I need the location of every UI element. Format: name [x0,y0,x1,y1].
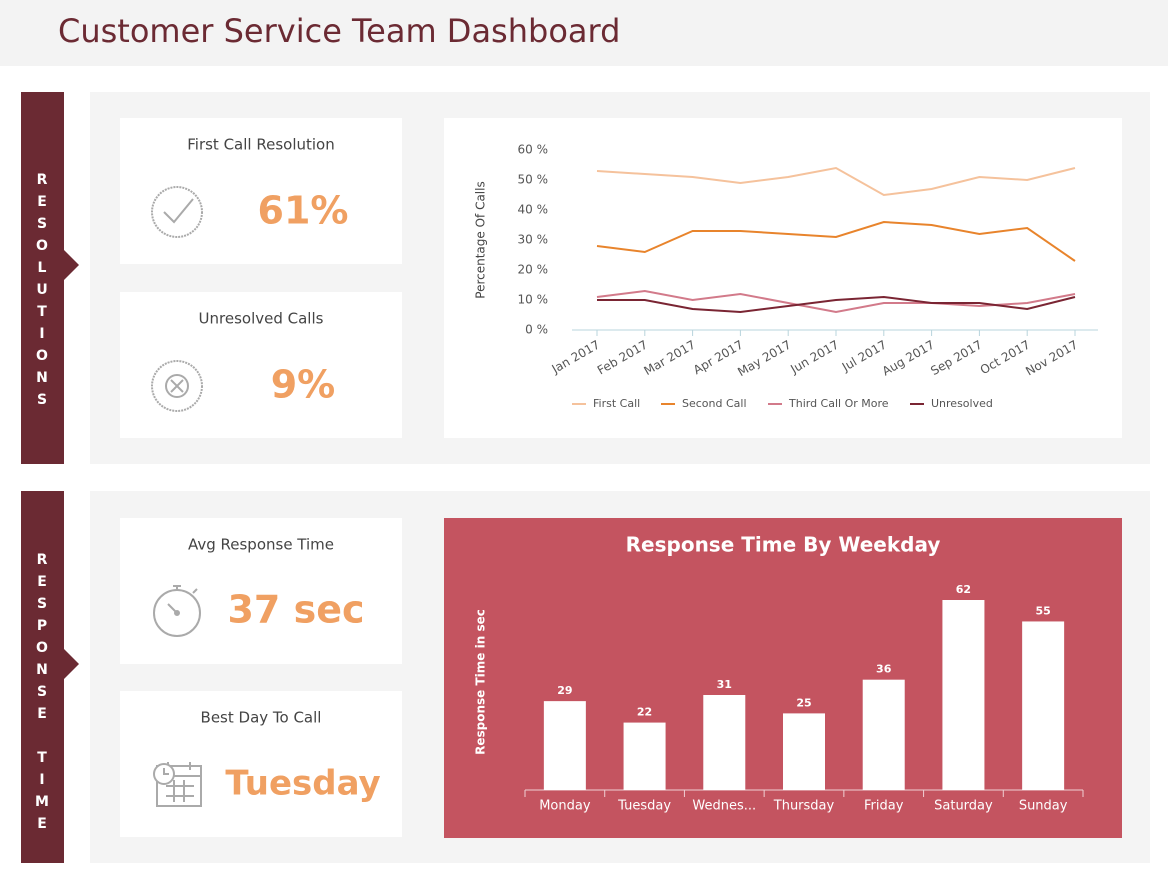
card-title: First Call Resolution [187,136,334,154]
chart-title: Response Time By Weekday [626,533,941,557]
x-tick-label: Tuesday [617,799,671,814]
dashboard-title: Customer Service Team Dashboard [58,12,620,50]
value-label: 25 [796,696,811,709]
y-tick-label: 20 % [518,263,549,277]
legend-label: Second Call [682,397,747,410]
card-title: Best Day To Call [201,709,322,727]
y-tick-label: 60 % [518,143,549,157]
legend-label: First Call [593,397,640,410]
section-tab [21,491,64,863]
kpi-value: 37 sec [227,588,364,632]
cross-icon [151,360,203,412]
header-band [0,0,1168,66]
kpi-card [120,292,402,438]
tab-arrow [64,649,79,679]
bar [1022,621,1065,790]
card-title: Avg Response Time [188,536,334,554]
y-tick-label: 30 % [518,233,549,247]
bar [942,600,985,790]
y-axis-label: Response Time in sec [474,609,488,755]
value-label: 36 [876,663,892,676]
kpi-value: Tuesday [225,764,380,804]
bar [703,695,746,790]
value-label: 29 [557,684,572,697]
x-tick-label: Friday [864,799,904,814]
bar [783,713,825,790]
bar [543,701,586,790]
kpi-value: 9% [271,363,336,407]
x-tick-label: Monday [539,799,591,814]
y-tick-label: 50 % [518,173,549,187]
kpi-card [120,518,402,664]
y-axis-label: Percentage Of Calls [474,181,488,298]
chart-card [444,118,1122,438]
value-label: 22 [637,706,652,719]
kpi-value: 61% [258,189,349,233]
section-label: RESOLUTIONS [34,172,50,414]
series-line [596,220,1076,262]
x-tick-label: Wednes... [692,799,756,814]
value-label: 55 [1035,604,1050,617]
x-tick-label: Thursday [773,799,835,814]
bar [862,679,905,790]
y-tick-label: 40 % [518,203,549,217]
legend-label: Third Call Or More [788,397,889,410]
calendar-icon [153,762,202,807]
legend-label: Unresolved [931,397,993,410]
bar [623,722,666,790]
series-line [596,166,1076,197]
value-label: 62 [956,583,971,596]
bar-chart: Response Time By Weekday Response Time in… [474,533,1084,814]
y-tick-label: 0 % [525,323,548,337]
x-tick-label: Sunday [1019,799,1068,814]
section-tab [21,92,64,464]
y-tick-label: 10 % [518,293,549,307]
tab-arrow [64,250,79,280]
series-line [597,295,1076,314]
stopwatch-icon [153,585,201,637]
value-label: 31 [717,678,732,691]
x-tick-label: Saturday [934,799,993,814]
check-icon [151,186,203,238]
section-label: RESPONSE TIME [34,552,50,838]
kpi-card [120,118,402,264]
card-title: Unresolved Calls [199,310,324,328]
